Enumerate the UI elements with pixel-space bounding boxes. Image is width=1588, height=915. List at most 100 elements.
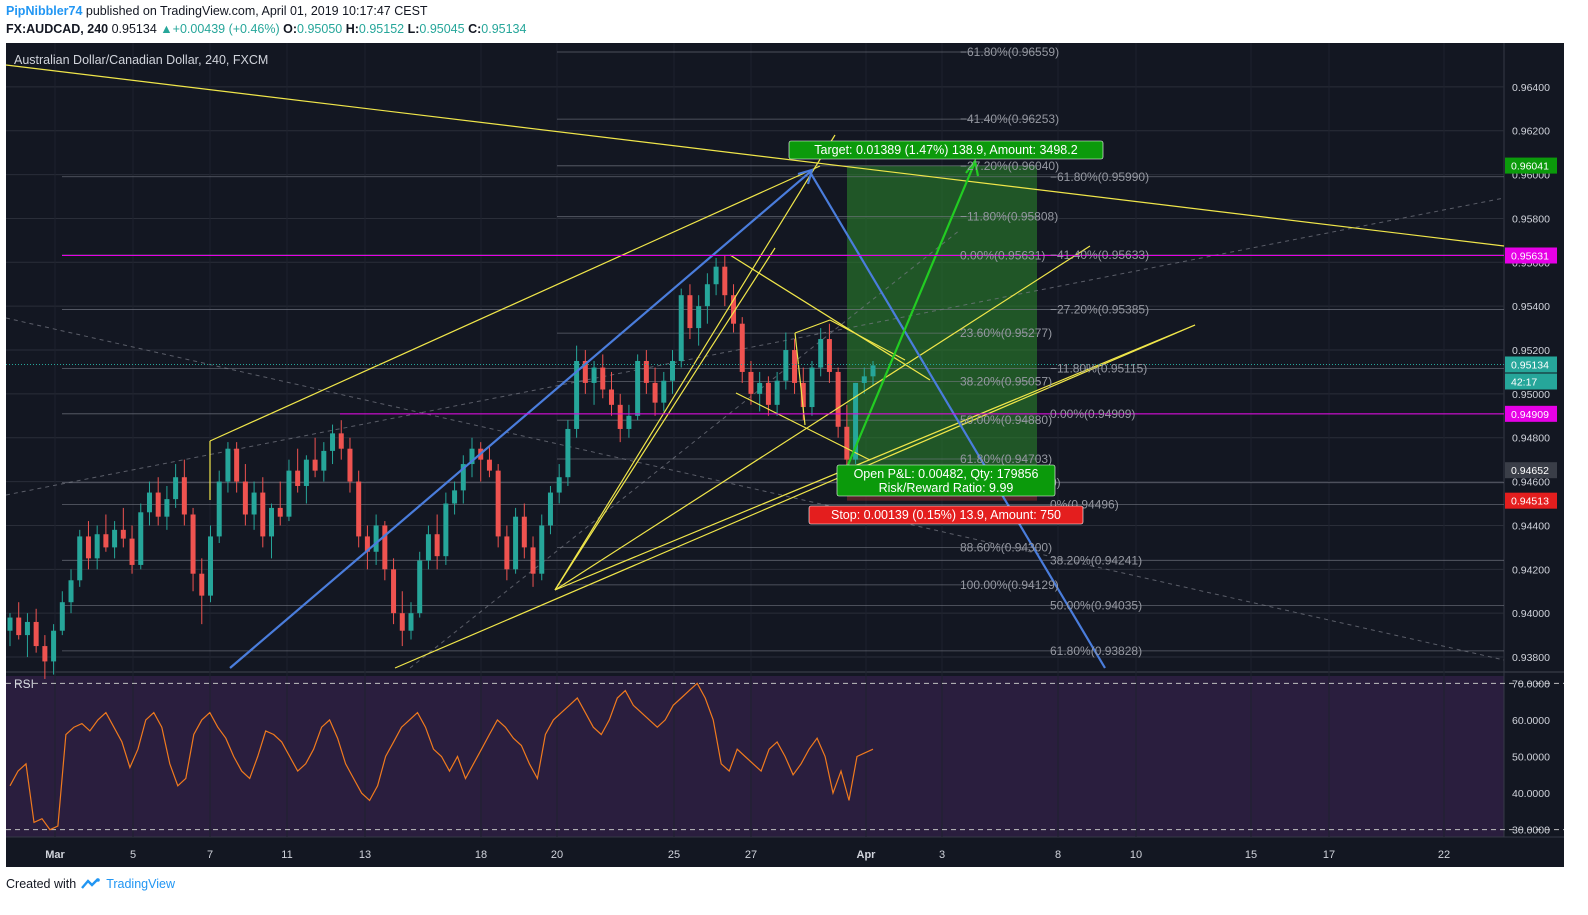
price-tag <box>1505 405 1557 422</box>
time-tick-label: 11 <box>281 849 292 861</box>
change-up-icon: ▲ <box>160 22 173 36</box>
candle-body <box>181 477 187 515</box>
publish-info: PipNibbler74 published on TradingView.co… <box>6 4 428 18</box>
fib-level-label: 0.00%(0.95631) <box>960 249 1045 263</box>
candle-body <box>321 450 327 471</box>
time-tick-label: 5 <box>130 849 136 861</box>
candle-body <box>295 470 301 486</box>
candle-body <box>173 477 179 500</box>
stop-label-box <box>808 505 1084 525</box>
candle-body <box>521 516 527 548</box>
candle-body <box>792 350 798 383</box>
candle-body <box>42 646 48 662</box>
candle-body <box>330 433 336 451</box>
candle-body <box>51 630 57 662</box>
candle-body <box>155 492 161 517</box>
dashed-trendline <box>5 197 1505 496</box>
rsi-tick-label: 30.0000 <box>1512 825 1550 837</box>
candle-body <box>643 360 649 383</box>
candle-body <box>382 525 388 570</box>
price-tag <box>1505 462 1557 479</box>
fib-level-label: 50.00%(0.94880) <box>960 413 1052 427</box>
candle-body <box>870 365 876 377</box>
fib-level-label: 88.60%(0.94300) <box>960 540 1052 554</box>
price-tag <box>1505 247 1557 264</box>
time-tick-label: 15 <box>1245 849 1257 861</box>
candle-body <box>129 538 135 565</box>
time-axis[interactable]: Mar 5 7 11 13 18 20 25 27 Apr 3 8 10 15 17 22 <box>45 849 1450 861</box>
candle-body <box>844 426 850 460</box>
symbol-name: FX:AUDCAD, 240 <box>6 22 109 36</box>
candle-body <box>661 380 667 403</box>
tradingview-logo-icon <box>81 878 100 889</box>
target-label-box <box>788 140 1104 160</box>
candle-body <box>269 507 275 537</box>
yellow-trendline <box>794 319 831 334</box>
yellow-trendline <box>554 247 776 591</box>
price-axis[interactable]: 0.964000.962000.960000.958000.956000.954… <box>1505 82 1557 664</box>
candle-body <box>486 459 492 471</box>
candle-body <box>731 295 737 324</box>
candle-body <box>469 448 475 465</box>
price-tick-label: 0.94600 <box>1512 477 1550 489</box>
yellow-trendline <box>729 254 931 381</box>
candle-body <box>347 448 353 482</box>
price-tick-label: 0.94200 <box>1512 564 1550 576</box>
dashed-trendline <box>409 229 961 669</box>
high-value: 0.95152 <box>358 22 405 36</box>
pnl-label-box <box>836 464 1056 497</box>
candle-body <box>24 621 30 636</box>
candle-body <box>68 580 74 603</box>
position-tool[interactable]: Target: 0.01389 (1.47%) 138.9, Amount: 3… <box>788 140 1104 525</box>
candle-body <box>7 617 13 631</box>
candle-body <box>443 503 449 557</box>
candle-body <box>33 621 39 647</box>
candle-body <box>399 613 405 631</box>
tradingview-brand[interactable]: TradingView <box>106 877 175 891</box>
candle-body <box>312 459 318 471</box>
blue-arrow-head <box>797 168 814 185</box>
time-tick-label: 27 <box>745 849 757 861</box>
publish-date: published on TradingView.com, April 01, … <box>85 4 428 18</box>
candle-body <box>338 433 344 449</box>
candle-body <box>757 382 763 394</box>
candle-body <box>364 536 370 552</box>
time-tick-label: 8 <box>1055 849 1061 861</box>
candle-body <box>739 323 745 372</box>
last-price: 0.95134 <box>111 22 157 36</box>
fib-level-label: 61.80%(0.94703) <box>960 452 1052 466</box>
fib-level-label: −11.80%(0.95808) <box>960 210 1058 224</box>
candle-body <box>687 295 693 329</box>
candle-body <box>704 284 710 307</box>
price-tag-label: 42:17 <box>1511 376 1537 388</box>
grid-lines <box>6 43 1504 837</box>
candle-body <box>530 547 536 574</box>
candle-body <box>242 481 248 515</box>
time-tick-label: 3 <box>939 849 945 861</box>
candle-body <box>112 529 118 548</box>
open-label: O: <box>283 22 298 36</box>
fib-level-label: −61.80%(0.96559) <box>960 45 1059 59</box>
candle-body <box>495 470 501 537</box>
price-tag-label: 0.95631 <box>1511 251 1549 263</box>
close-label: C: <box>468 22 482 36</box>
candle-body <box>722 266 728 296</box>
candle-body <box>783 350 789 381</box>
candle-body <box>504 536 510 570</box>
candle-body <box>16 617 22 636</box>
fib-level-label: −61.80%(0.95990) <box>1050 170 1149 184</box>
price-tick-label: 0.93800 <box>1512 652 1550 664</box>
candle-body <box>164 499 170 517</box>
candle-body <box>138 512 144 565</box>
rsi-pane: 70.0000 60.0000 50.0000 40.0000 30.0000 <box>6 678 1564 837</box>
candle-body <box>800 382 806 408</box>
price-tick-label: 0.95400 <box>1512 301 1550 313</box>
price-tag-label: 0.96041 <box>1511 161 1549 173</box>
high-label: H: <box>345 22 359 36</box>
candle-body <box>408 613 414 631</box>
time-tick-label: 20 <box>551 849 563 861</box>
candle-body <box>146 492 152 513</box>
author-link[interactable]: PipNibbler74 <box>6 4 83 18</box>
candle-body <box>199 573 205 596</box>
